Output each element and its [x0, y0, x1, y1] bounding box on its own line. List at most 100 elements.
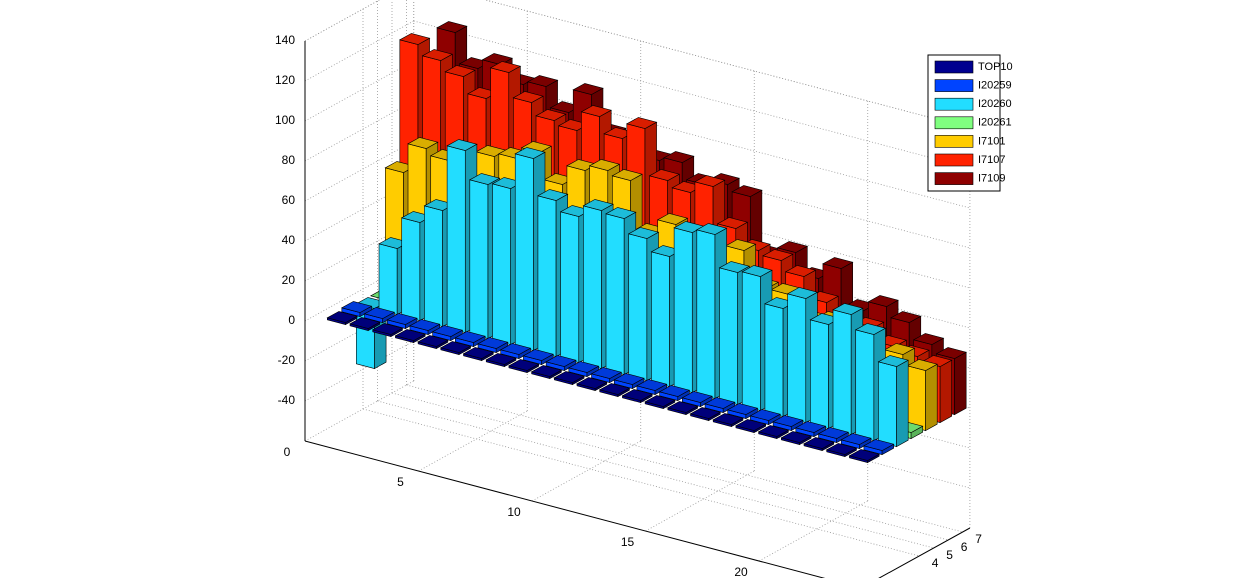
bar-top — [444, 65, 476, 77]
bar-top — [735, 419, 767, 431]
bar-front — [401, 217, 421, 321]
bar — [394, 329, 426, 344]
bar-top — [469, 173, 501, 185]
bar-top — [582, 199, 614, 211]
bar-front — [537, 195, 557, 357]
bar — [825, 443, 858, 458]
bar-top — [656, 213, 689, 225]
bar-top — [712, 413, 744, 425]
bar-top — [611, 169, 643, 181]
bar-top — [772, 415, 804, 427]
z-tick-label: 140 — [275, 33, 295, 47]
bar-front — [492, 183, 511, 345]
bar-front — [560, 211, 580, 363]
bar — [417, 335, 449, 350]
bar-top — [431, 325, 464, 337]
bar-top — [648, 169, 681, 181]
bar-top — [545, 355, 577, 367]
bar — [689, 407, 722, 422]
bar-side — [954, 351, 967, 416]
bar-front — [696, 229, 716, 399]
bar-top — [527, 75, 559, 87]
z-tick-label: 80 — [282, 153, 296, 167]
bar-top — [399, 33, 431, 45]
bar — [848, 449, 880, 464]
bar-top — [636, 379, 668, 391]
bar — [681, 391, 713, 408]
bar-top — [644, 395, 676, 407]
bar-top — [696, 223, 728, 235]
x-tick-label: 10 — [507, 505, 521, 519]
bar-top — [394, 329, 426, 341]
bar-top — [605, 207, 637, 219]
bar-top — [407, 137, 439, 149]
bar — [508, 359, 540, 374]
grid-line — [418, 410, 528, 472]
x-tick-label: 5 — [397, 475, 404, 489]
bar — [803, 437, 835, 452]
legend-swatch — [934, 79, 974, 92]
bar-front — [378, 243, 398, 315]
bar-top — [371, 323, 404, 335]
bar-top — [588, 159, 621, 171]
bar — [621, 389, 653, 404]
bar-side — [896, 359, 909, 448]
bar-top — [883, 343, 916, 355]
bar-top — [613, 373, 645, 385]
bar — [462, 347, 495, 362]
bar-front — [446, 145, 466, 333]
grid-line — [304, 20, 414, 82]
bar-top — [726, 403, 759, 415]
bar — [863, 439, 895, 456]
bar-top — [689, 407, 722, 419]
bar-top — [694, 175, 726, 187]
legend-label: I7101 — [978, 135, 1006, 147]
bar-top — [454, 331, 486, 343]
bar-front — [764, 303, 784, 417]
bar-top — [667, 401, 699, 413]
bar — [712, 413, 744, 428]
bar-top — [704, 397, 736, 409]
bar-front — [787, 293, 807, 423]
bar-top — [537, 189, 569, 201]
legend-swatch — [934, 153, 974, 167]
bar-top — [489, 61, 522, 73]
bar — [530, 365, 563, 380]
bar — [431, 325, 464, 342]
bar-front — [651, 251, 670, 387]
bar — [613, 373, 645, 390]
z-tick-label: 100 — [275, 113, 295, 127]
bar — [568, 361, 600, 378]
bar-top — [731, 185, 763, 197]
bar-top — [522, 349, 554, 361]
bar-top — [658, 385, 691, 397]
x-tick-label: 15 — [621, 535, 635, 549]
bar — [590, 367, 623, 384]
y-tick-label: 7 — [975, 532, 982, 546]
bar — [735, 419, 767, 434]
legend-swatch — [934, 60, 974, 74]
bar — [522, 349, 554, 366]
grid-line — [758, 500, 868, 562]
legend-swatch — [934, 97, 974, 111]
bar-top — [626, 117, 658, 129]
y-axis — [878, 527, 971, 578]
bar-top — [780, 431, 812, 443]
z-tick-label: 20 — [282, 273, 296, 287]
bar-top — [326, 311, 358, 323]
bar-top — [514, 147, 546, 159]
bar-top — [446, 139, 478, 151]
z-tick-label: 40 — [282, 233, 296, 247]
grid-line — [531, 440, 641, 502]
legend-swatch — [934, 172, 974, 185]
bar-top — [822, 257, 854, 269]
bar-top — [417, 335, 449, 347]
bar-front — [514, 153, 534, 351]
bar — [371, 323, 404, 338]
bar-top — [580, 105, 612, 117]
bar — [499, 343, 532, 360]
bar-top — [863, 439, 895, 451]
bar — [386, 313, 418, 330]
bar-top — [725, 239, 757, 251]
